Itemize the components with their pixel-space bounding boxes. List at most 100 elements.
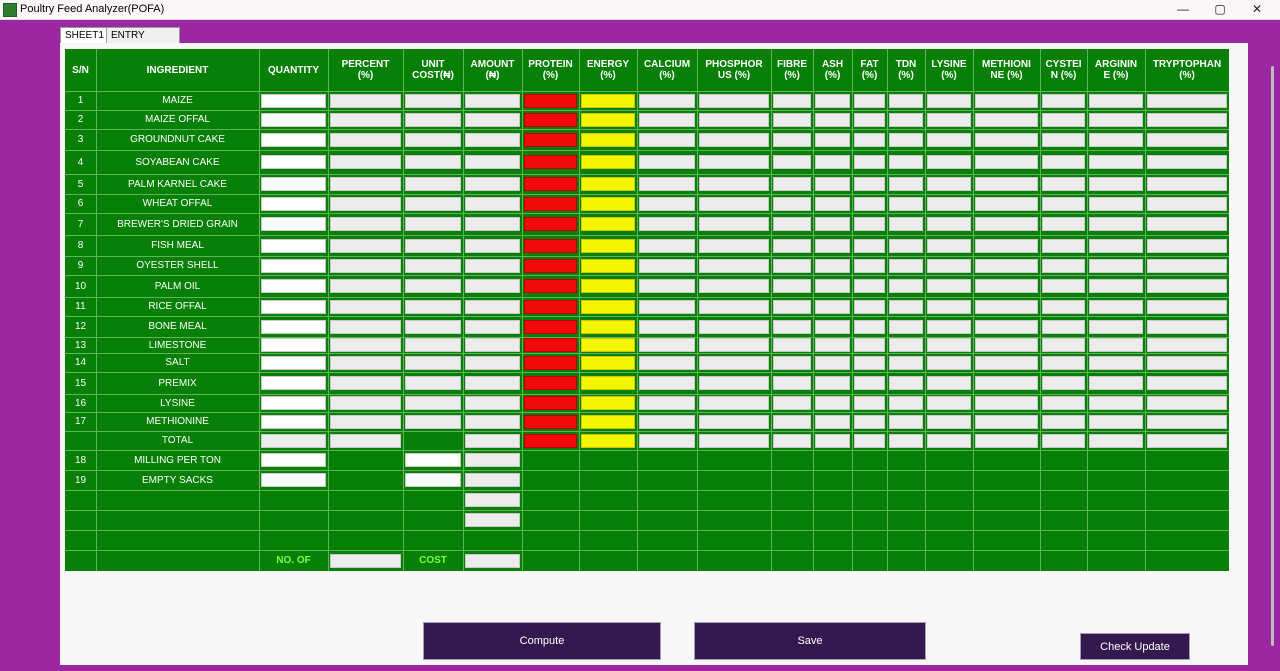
phosphorus-input[interactable] (699, 356, 769, 370)
ash-input[interactable] (815, 133, 850, 147)
tryptophan-input[interactable] (1147, 239, 1227, 253)
amount-input[interactable] (465, 473, 520, 487)
quantity-input[interactable] (261, 217, 326, 231)
amount-input[interactable] (465, 133, 520, 147)
methionine-input[interactable] (975, 376, 1038, 390)
energy-input[interactable] (581, 434, 635, 448)
percent-input[interactable] (330, 376, 401, 390)
calcium-input[interactable] (639, 217, 695, 231)
lysine-input[interactable] (927, 396, 971, 410)
unit-cost-input[interactable] (405, 239, 461, 253)
percent-input[interactable] (330, 320, 401, 334)
fat-input[interactable] (854, 396, 885, 410)
tdn-input[interactable] (889, 415, 923, 429)
methionine-input[interactable] (975, 197, 1038, 211)
amount-input[interactable] (465, 155, 520, 169)
quantity-input[interactable] (261, 396, 326, 410)
protein-input[interactable] (524, 376, 577, 390)
tryptophan-input[interactable] (1147, 279, 1227, 293)
unit-cost-input[interactable] (405, 396, 461, 410)
protein-input[interactable] (524, 415, 577, 429)
unit-cost-input[interactable] (405, 356, 461, 370)
phosphorus-input[interactable] (699, 300, 769, 314)
calcium-input[interactable] (639, 300, 695, 314)
tryptophan-input[interactable] (1147, 113, 1227, 127)
percent-input[interactable] (330, 113, 401, 127)
tdn-input[interactable] (889, 217, 923, 231)
calcium-input[interactable] (639, 155, 695, 169)
protein-input[interactable] (524, 279, 577, 293)
tryptophan-input[interactable] (1147, 197, 1227, 211)
phosphorus-input[interactable] (699, 217, 769, 231)
percent-input[interactable] (330, 300, 401, 314)
quantity-input[interactable] (261, 473, 326, 487)
fat-input[interactable] (854, 217, 885, 231)
quantity-input[interactable] (261, 279, 326, 293)
cysteine-input[interactable] (1042, 155, 1085, 169)
tdn-input[interactable] (889, 376, 923, 390)
percent-input[interactable] (330, 197, 401, 211)
energy-input[interactable] (581, 338, 635, 352)
check-update-button[interactable]: Check Update (1080, 633, 1190, 660)
quantity-input[interactable] (261, 320, 326, 334)
calcium-input[interactable] (639, 338, 695, 352)
methionine-input[interactable] (975, 434, 1038, 448)
unit-cost-input[interactable] (405, 133, 461, 147)
calcium-input[interactable] (639, 415, 695, 429)
ash-input[interactable] (815, 396, 850, 410)
lysine-input[interactable] (927, 94, 971, 108)
protein-input[interactable] (524, 259, 577, 273)
fibre-input[interactable] (773, 239, 811, 253)
methionine-input[interactable] (975, 133, 1038, 147)
ash-input[interactable] (815, 338, 850, 352)
protein-input[interactable] (524, 217, 577, 231)
fibre-input[interactable] (773, 279, 811, 293)
percent-input[interactable] (330, 155, 401, 169)
quantity-input[interactable] (261, 300, 326, 314)
fat-input[interactable] (854, 356, 885, 370)
fat-input[interactable] (854, 434, 885, 448)
ash-input[interactable] (815, 217, 850, 231)
quantity-input[interactable] (261, 239, 326, 253)
calcium-input[interactable] (639, 396, 695, 410)
energy-input[interactable] (581, 415, 635, 429)
amount-input[interactable] (465, 94, 520, 108)
unit-cost-input[interactable] (405, 279, 461, 293)
fat-input[interactable] (854, 279, 885, 293)
methionine-input[interactable] (975, 415, 1038, 429)
fibre-input[interactable] (773, 434, 811, 448)
fibre-input[interactable] (773, 197, 811, 211)
cysteine-input[interactable] (1042, 376, 1085, 390)
protein-input[interactable] (524, 133, 577, 147)
arginine-input[interactable] (1089, 434, 1143, 448)
tryptophan-input[interactable] (1147, 217, 1227, 231)
ash-input[interactable] (815, 259, 850, 273)
unit-cost-input[interactable] (405, 217, 461, 231)
tryptophan-input[interactable] (1147, 320, 1227, 334)
fibre-input[interactable] (773, 300, 811, 314)
quantity-input[interactable] (261, 453, 326, 467)
unit-cost-input[interactable] (405, 259, 461, 273)
cysteine-input[interactable] (1042, 94, 1085, 108)
unit-cost-input[interactable] (405, 197, 461, 211)
phosphorus-input[interactable] (699, 113, 769, 127)
unit-cost-input[interactable] (405, 177, 461, 191)
lysine-input[interactable] (927, 376, 971, 390)
tryptophan-input[interactable] (1147, 259, 1227, 273)
phosphorus-input[interactable] (699, 279, 769, 293)
amount-input[interactable] (465, 376, 520, 390)
close-button[interactable]: ✕ (1251, 2, 1263, 16)
lysine-input[interactable] (927, 338, 971, 352)
phosphorus-input[interactable] (699, 197, 769, 211)
arginine-input[interactable] (1089, 133, 1143, 147)
amount-input[interactable] (465, 356, 520, 370)
lysine-input[interactable] (927, 259, 971, 273)
percent-input[interactable] (330, 434, 401, 448)
protein-input[interactable] (524, 356, 577, 370)
phosphorus-input[interactable] (699, 434, 769, 448)
tryptophan-input[interactable] (1147, 177, 1227, 191)
percent-input[interactable] (330, 217, 401, 231)
ash-input[interactable] (815, 197, 850, 211)
lysine-input[interactable] (927, 133, 971, 147)
quantity-input[interactable] (261, 133, 326, 147)
